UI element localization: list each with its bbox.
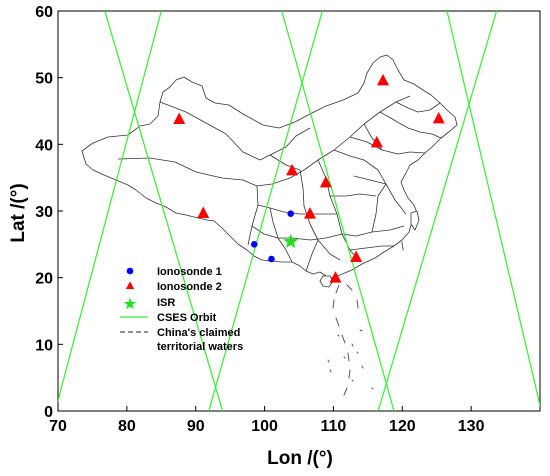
legend-ionosonde2-label: Ionosonde 2 [157, 281, 222, 293]
legend: Ionosonde 1 Ionosonde 2 ISR CSES Orbit C… [120, 266, 243, 353]
y-axis-label-text: Lat /(°) [8, 183, 29, 242]
x-tick-label: 100 [251, 418, 278, 435]
cses-orbit-tracks [58, 11, 540, 411]
legend-orbit-label: CSES Orbit [157, 312, 217, 324]
y-tick-label: 50 [35, 71, 53, 88]
orbit-track [104, 11, 224, 411]
x-tick-label: 120 [389, 418, 416, 435]
ionosonde2-marker [370, 135, 383, 148]
x-axis-label: Lon /(°) [267, 448, 333, 469]
x-tick-label: 110 [321, 418, 347, 435]
y-tick-label: 30 [35, 204, 53, 221]
ionosonde1-marker [250, 241, 258, 248]
ionosonde1-marker [287, 210, 295, 217]
legend-ionosonde1-label: Ionosonde 1 [157, 266, 222, 278]
ionosonde2-marker [377, 73, 390, 86]
ionosonde2-marker [286, 163, 299, 176]
ionosonde2-marker [329, 271, 342, 283]
ionosonde1-marker [268, 255, 275, 263]
y-tick-label: 40 [35, 137, 53, 154]
legend-ionosonde2-marker [125, 281, 135, 289]
legend-waters-label-line2: territorial waters [157, 341, 243, 353]
x-tick-label: 80 [118, 418, 136, 435]
y-tick-label: 10 [35, 337, 53, 354]
axes: 70 80 90 100 110 120 130 0 10 20 30 40 50 60 [35, 4, 484, 435]
isr-marker [283, 233, 299, 249]
y-axis-label: Lat /(°) [8, 183, 29, 242]
y-tick-label: 60 [35, 4, 53, 21]
ionosonde2-marker [432, 111, 445, 124]
legend-isr-marker [123, 297, 137, 310]
ionosonde2-marker [197, 206, 210, 218]
x-tick-label: 70 [49, 418, 67, 435]
orbit-track [446, 11, 540, 408]
x-tick-label: 90 [187, 418, 205, 435]
territorial-waters [327, 241, 404, 396]
orbit-track [281, 11, 395, 411]
y-tick-label: 20 [35, 271, 53, 288]
orbit-track [58, 11, 162, 403]
china-boundary [81, 54, 458, 288]
ionosonde2-marker [350, 250, 363, 262]
legend-isr-label: ISR [157, 297, 175, 309]
x-tick-label: 130 [458, 418, 485, 435]
y-tick-label: 0 [44, 404, 53, 421]
orbit-track [208, 11, 323, 411]
station-markers [173, 73, 445, 283]
x-axis-label-text: Lon /(°) [267, 448, 333, 469]
ionosonde2-marker [304, 207, 317, 219]
legend-ionosonde1-marker [126, 267, 134, 275]
ionosonde2-marker [173, 112, 186, 124]
legend-waters-label-line1: China's claimed [157, 327, 240, 339]
ionosonde2-marker [319, 175, 332, 188]
orbit-track [377, 11, 498, 411]
